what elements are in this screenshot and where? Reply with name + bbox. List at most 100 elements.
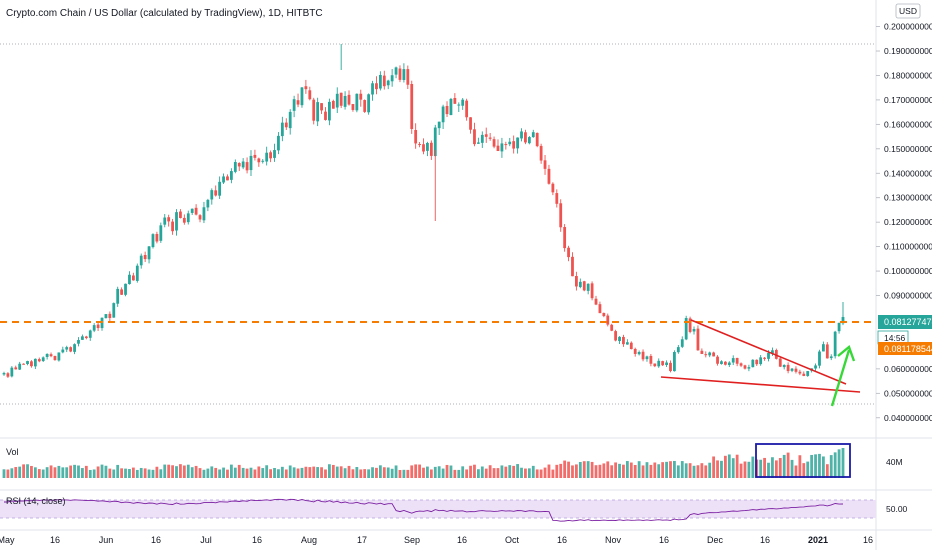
volume-bar [688,463,692,478]
candle [520,128,523,142]
candle [657,358,661,368]
volume-bar [61,467,65,478]
volume-bar [245,468,249,478]
volume-bar [747,461,751,478]
date-label: Oct [505,535,520,545]
candle [77,337,80,347]
volume-bar [492,468,496,478]
candle [6,372,10,378]
candle [461,97,465,110]
volume-bar [559,463,563,478]
svg-text:0.081277478: 0.081277478 [884,317,932,327]
currency-button[interactable] [895,3,921,19]
candle [825,342,829,359]
volume-bar [398,469,402,478]
volume-bar [637,461,641,478]
chart-title: Crypto.com Chain / US Dollar (calculated… [6,8,323,19]
candle [622,334,625,347]
volume-bar [308,467,312,478]
date-label: Jun [99,535,114,545]
volume-bar [500,465,504,478]
candle [18,361,22,371]
candle [567,245,570,262]
volume-bar [406,469,410,478]
volume-bar [175,466,178,478]
volume-bar [700,463,704,478]
volume-bar [606,461,610,478]
candle [508,137,512,147]
candle [696,325,700,351]
candle [33,358,37,370]
volume-bar [128,469,131,478]
volume-bar [277,469,280,478]
volume-bar [547,464,551,478]
breakout-arrow-icon[interactable] [830,344,856,407]
price-axis[interactable]: 0.200000000 0.190000000 0.180000000 0.17000… [876,22,932,423]
price-tag-countdown: 14:56 [877,330,909,345]
volume-bar [473,464,476,478]
volume-bar [155,466,159,478]
volume-bar [37,469,41,478]
rsi-indicator [0,498,876,522]
candle [81,334,84,340]
candle [171,218,174,235]
volume-bar [88,469,92,478]
volume-bar [821,456,825,478]
candle [347,90,351,106]
volume-bar [476,469,480,478]
candle [277,132,280,155]
candle [755,359,759,366]
candle [26,360,29,366]
volume-bar [226,469,229,478]
candle [304,79,308,94]
candle [398,65,402,83]
volume-bar [673,460,676,478]
volume-bar [331,464,335,478]
candle [700,348,704,355]
volume-bar [774,460,778,478]
volume-bar [402,469,406,478]
price-tick-label: 0.140000000 [884,168,932,178]
volume-bar [602,463,606,478]
candle [441,104,445,129]
volume-bar [692,465,696,478]
candle [198,214,202,223]
candle [273,143,276,162]
candle [692,326,696,335]
volume-bar [292,467,296,478]
candle [257,157,261,167]
volume-highlight-box[interactable] [755,443,851,478]
time-axis[interactable]: May 16 Jun 16 Jul 16 Aug 17 Sep 16 Oct 16 Nov 16 Dec 16… [0,535,873,545]
candle [653,363,657,368]
candle [210,188,214,205]
candle [37,357,41,363]
date-label: 16 [863,535,873,545]
candle [790,368,794,373]
candle [665,360,668,368]
volume-bar [108,468,112,478]
candle [269,150,272,163]
volume-bar [214,467,218,478]
volume-bar [739,463,743,478]
price-tick-label: 0.190000000 [884,46,932,56]
volume-bar [578,462,582,478]
wedge-lower-trendline[interactable] [660,376,861,393]
volume-bar [96,466,100,478]
candle [116,286,120,307]
candle [214,185,218,197]
volume-bar [618,463,621,478]
candle [253,149,257,161]
candle [422,138,425,155]
candle [814,363,817,371]
volume-bar [551,469,555,478]
candle [261,159,265,164]
candle [504,141,508,150]
wedge-upper-trendline[interactable] [690,319,847,385]
candle [712,351,716,357]
volume-bar [229,464,233,478]
candle [625,339,629,345]
volume-bar [771,457,774,478]
candle [527,136,531,145]
candle [837,322,841,334]
